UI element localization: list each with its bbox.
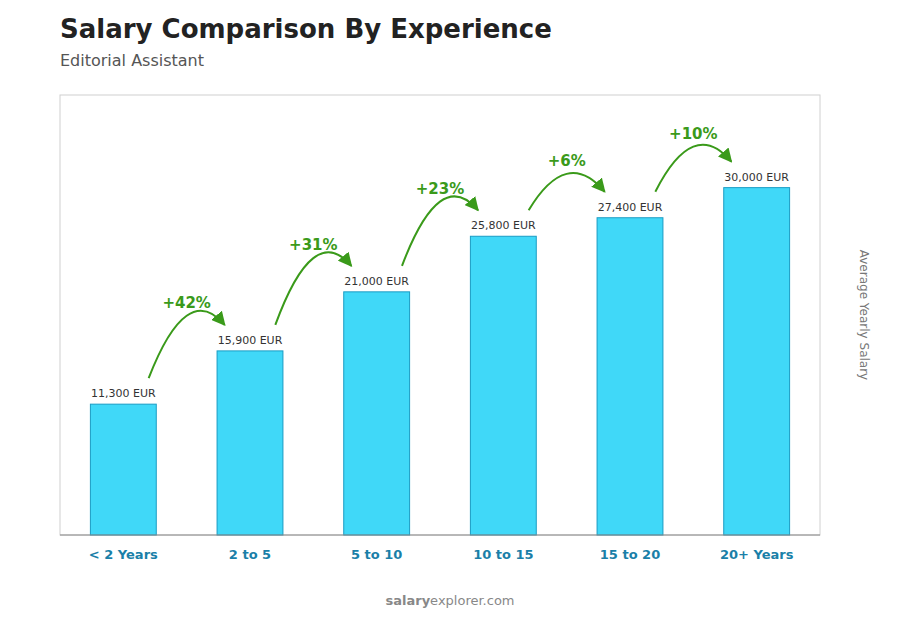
- bar: [597, 218, 663, 535]
- y-axis-label: Average Yearly Salary: [857, 250, 871, 380]
- category-label: 20+ Years: [720, 547, 794, 562]
- subtitle: Editorial Assistant: [60, 51, 204, 70]
- category-label: 5 to 10: [351, 547, 402, 562]
- change-label: +10%: [669, 125, 717, 143]
- plot-frame: [60, 95, 820, 535]
- change-label: +42%: [162, 294, 210, 312]
- change-arrow: [275, 252, 351, 325]
- bar: [470, 236, 536, 535]
- bar: [90, 404, 156, 535]
- category-label: < 2 Years: [89, 547, 158, 562]
- value-label: 30,000 EUR: [724, 171, 789, 184]
- baseline: [60, 535, 820, 536]
- change-label: +6%: [548, 152, 586, 170]
- watermark-bold: salary: [385, 593, 430, 608]
- change-arrow: [529, 173, 605, 210]
- bar: [217, 351, 283, 535]
- change-arrow: [402, 196, 478, 265]
- value-label: 15,900 EUR: [218, 334, 283, 347]
- watermark: salaryexplorer.com: [385, 593, 514, 608]
- value-label: 27,400 EUR: [598, 201, 663, 214]
- value-label: 11,300 EUR: [91, 387, 156, 400]
- change-label: +31%: [289, 236, 337, 254]
- bar: [344, 292, 410, 535]
- value-label: 25,800 EUR: [471, 219, 536, 232]
- category-label: 10 to 15: [473, 547, 533, 562]
- watermark-normal: explorer.com: [430, 593, 514, 608]
- category-label: 15 to 20: [600, 547, 660, 562]
- bar: [724, 188, 790, 535]
- value-label: 21,000 EUR: [344, 275, 409, 288]
- category-label: 2 to 5: [229, 547, 271, 562]
- title: Salary Comparison By Experience: [60, 14, 552, 44]
- change-arrow: [655, 145, 731, 192]
- change-arrow: [149, 311, 225, 378]
- change-label: +23%: [416, 180, 464, 198]
